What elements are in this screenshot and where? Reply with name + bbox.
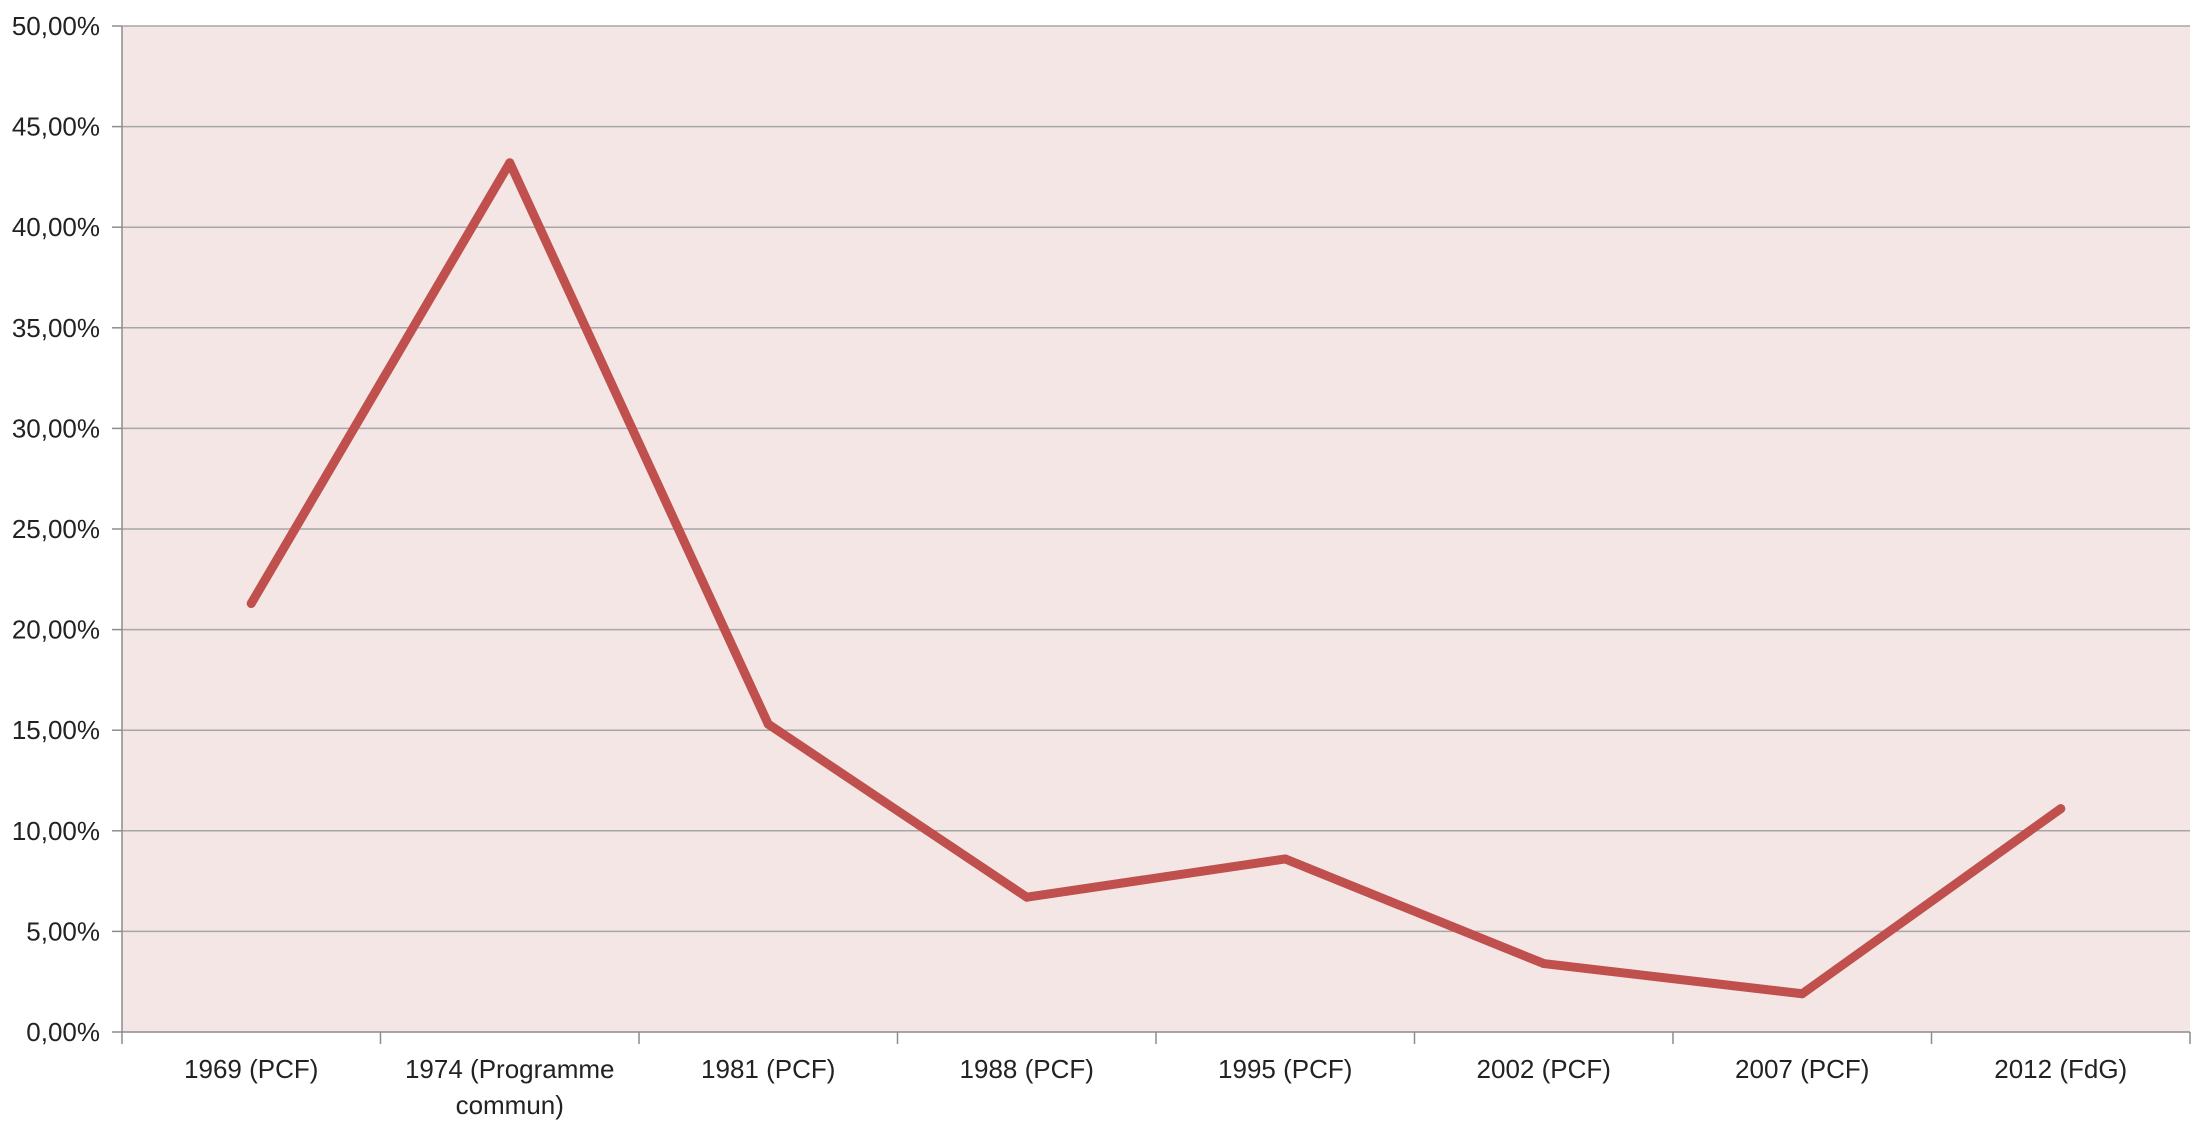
y-tick-label: 50,00% — [12, 11, 100, 41]
x-tick-label-line: 2012 (FdG) — [1994, 1054, 2127, 1084]
axes — [112, 25, 2191, 1044]
x-tick-label: 1995 (PCF) — [1218, 1054, 1352, 1084]
x-tick-label-line: 2007 (PCF) — [1735, 1054, 1869, 1084]
y-axis-tick-labels: 0,00% 5,00% 10,00% 15,00% 20,00% 25,00% 30,00%… — [12, 11, 100, 1047]
x-tick-label: 2002 (PCF) — [1477, 1054, 1611, 1084]
x-tick-label: 1988 (PCF) — [960, 1054, 1094, 1084]
data-point — [1022, 892, 1032, 902]
data-point — [1797, 989, 1807, 999]
x-tick-label-line: 1981 (PCF) — [701, 1054, 835, 1084]
y-tick-label: 45,00% — [12, 112, 100, 142]
y-tick-label: 0,00% — [26, 1017, 100, 1047]
data-point — [2056, 804, 2066, 814]
x-tick-label-line: 2002 (PCF) — [1477, 1054, 1611, 1084]
x-tick-label: 1969 (PCF) — [184, 1054, 318, 1084]
y-tick-label: 25,00% — [12, 514, 100, 544]
y-tick-label: 20,00% — [12, 615, 100, 645]
data-point — [1280, 854, 1290, 864]
x-tick-label-line: 1969 (PCF) — [184, 1054, 318, 1084]
series-line — [246, 158, 2066, 999]
x-tick-label-line: 1988 (PCF) — [960, 1054, 1094, 1084]
data-point — [763, 719, 773, 729]
x-tick-label: 1981 (PCF) — [701, 1054, 835, 1084]
y-tick-label: 30,00% — [12, 413, 100, 443]
data-point — [505, 158, 515, 168]
x-tick-label: 2007 (PCF) — [1735, 1054, 1869, 1084]
x-tick-label-line: 1974 (Programme — [405, 1054, 615, 1084]
y-tick-label: 10,00% — [12, 816, 100, 846]
series — [246, 158, 2066, 999]
x-tick-label-line: 1995 (PCF) — [1218, 1054, 1352, 1084]
x-axis-tick-labels: 1969 (PCF) 1974 (Programme commun) 1981 (PC… — [184, 1054, 2127, 1120]
data-point — [1539, 959, 1549, 969]
x-tick-label: 2012 (FdG) — [1994, 1054, 2127, 1084]
x-tick-label: 1974 (Programme commun) — [405, 1054, 615, 1120]
y-tick-label: 15,00% — [12, 715, 100, 745]
gridlines — [122, 25, 2190, 933]
data-point — [246, 598, 256, 608]
y-tick-label: 5,00% — [26, 916, 100, 946]
x-tick-label-line: commun) — [456, 1090, 564, 1120]
y-tick-label: 40,00% — [12, 212, 100, 242]
y-tick-label: 35,00% — [12, 313, 100, 343]
